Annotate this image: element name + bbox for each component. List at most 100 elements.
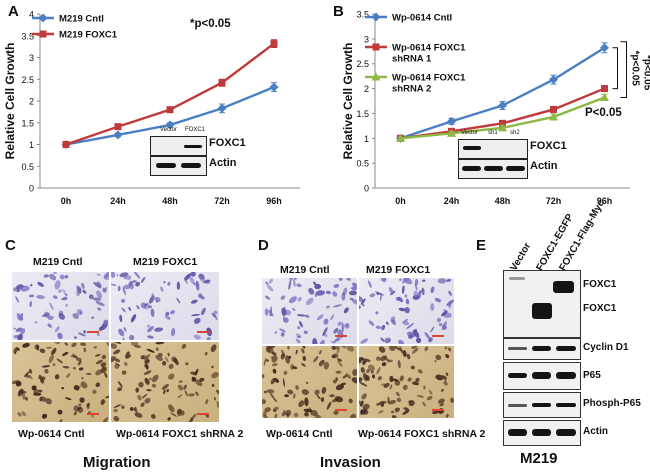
cell-mark <box>54 374 60 380</box>
cell-mark <box>289 278 294 282</box>
chart-a-x-tick-label: 24h <box>110 196 126 205</box>
chart-b-legend-label: Wp-0614 Cntl <box>392 13 452 24</box>
cell-mark <box>403 318 408 322</box>
panel-c-label-bottom-right: Wp-0614 FOXC1 shRNA 2 <box>116 428 244 440</box>
inset-a-blot-foxc1 <box>150 136 207 156</box>
scale-bar <box>87 331 99 333</box>
cell-mark <box>293 412 299 418</box>
cell-mark <box>333 353 339 359</box>
cell-mark <box>114 358 121 363</box>
cell-mark <box>170 309 175 315</box>
cell-mark <box>266 389 275 394</box>
cell-mark <box>81 282 85 290</box>
cell-mark <box>48 354 54 363</box>
inset-b-band <box>463 146 481 150</box>
cell-mark <box>155 347 159 351</box>
cell-mark <box>57 332 63 340</box>
cell-mark <box>411 346 418 349</box>
blot-band <box>508 373 527 378</box>
cell-mark <box>123 361 128 367</box>
chart-b-legend-marker <box>372 43 380 51</box>
cell-mark <box>73 411 77 416</box>
cell-mark <box>339 346 347 349</box>
cell-mark <box>285 355 291 364</box>
cell-mark <box>296 314 306 317</box>
cell-mark <box>417 369 423 374</box>
cell-mark <box>39 348 46 354</box>
cell-mark <box>406 322 415 329</box>
cell-mark <box>352 368 357 376</box>
cell-mark <box>426 395 433 401</box>
cell-mark <box>270 378 276 385</box>
cell-mark <box>135 281 141 287</box>
cell-mark <box>301 348 305 354</box>
cell-mark <box>62 365 70 369</box>
panel-letter-d: D <box>258 237 269 254</box>
cell-mark <box>154 327 164 332</box>
cell-mark <box>129 334 135 340</box>
cell-mark <box>168 373 175 380</box>
chart-b-x-tick-label: 24h <box>444 196 460 205</box>
cell-mark <box>144 359 150 365</box>
chart-a-significance: *p<0.05 <box>190 18 231 30</box>
cell-mark <box>195 280 200 291</box>
cell-mark <box>102 287 107 293</box>
cell-mark <box>22 393 26 400</box>
chart-a-x-tick-label: 48h <box>162 196 178 205</box>
cell-texture <box>111 342 219 422</box>
panel-e-footer: M219 <box>520 450 558 467</box>
cell-mark <box>335 384 345 391</box>
cell-mark <box>58 313 66 320</box>
cell-mark <box>102 417 109 422</box>
panel-e-label-actin: Actin <box>583 426 608 437</box>
cell-mark <box>113 408 118 413</box>
cell-mark <box>96 273 101 276</box>
cell-mark <box>85 373 92 375</box>
chart-b-legend-marker <box>371 12 381 22</box>
cell-mark <box>302 346 306 349</box>
cell-mark <box>54 280 61 290</box>
cell-mark <box>206 337 211 340</box>
cell-mark <box>96 290 103 299</box>
cell-mark <box>390 410 395 414</box>
chart-b-data-point <box>498 123 507 132</box>
cell-mark <box>76 285 82 294</box>
cell-mark <box>17 412 22 417</box>
cell-mark <box>77 360 82 366</box>
cell-mark <box>167 352 170 357</box>
cell-mark <box>46 346 52 349</box>
cell-mark <box>178 380 183 383</box>
chart-a-inset-blot: Vector FOXC1 FOXC1 Actin <box>150 127 250 179</box>
panel-d-image-wp-shrna2 <box>359 346 454 418</box>
cell-mark <box>335 377 339 381</box>
cell-mark <box>274 331 278 334</box>
cell-mark <box>71 342 77 348</box>
cell-mark <box>359 360 362 364</box>
cell-mark <box>205 399 209 405</box>
cell-mark <box>133 272 141 279</box>
cell-mark <box>162 361 167 366</box>
cell-mark <box>408 334 414 339</box>
inset-a-band <box>184 145 202 148</box>
inset-b-band <box>462 166 481 171</box>
cell-mark <box>402 384 408 391</box>
cell-mark <box>295 349 298 355</box>
chart-a-x-tick-label: 72h <box>214 196 230 205</box>
chart-b-y-tick-label: 1 <box>364 134 369 144</box>
cell-mark <box>95 382 101 388</box>
cell-mark <box>176 297 181 304</box>
cell-mark <box>450 397 454 403</box>
cell-mark <box>70 355 79 359</box>
cell-mark <box>34 321 38 324</box>
blot-band <box>556 346 576 351</box>
cell-mark <box>318 350 322 355</box>
cell-mark <box>51 347 57 355</box>
cell-mark <box>397 359 401 369</box>
cell-mark <box>398 339 405 344</box>
chart-b-significance-1: *p<0.05 <box>630 51 641 87</box>
cell-mark <box>262 399 267 405</box>
cell-mark <box>271 355 278 363</box>
cell-mark <box>213 396 216 401</box>
cell-mark <box>359 399 363 406</box>
cell-mark <box>295 338 301 344</box>
